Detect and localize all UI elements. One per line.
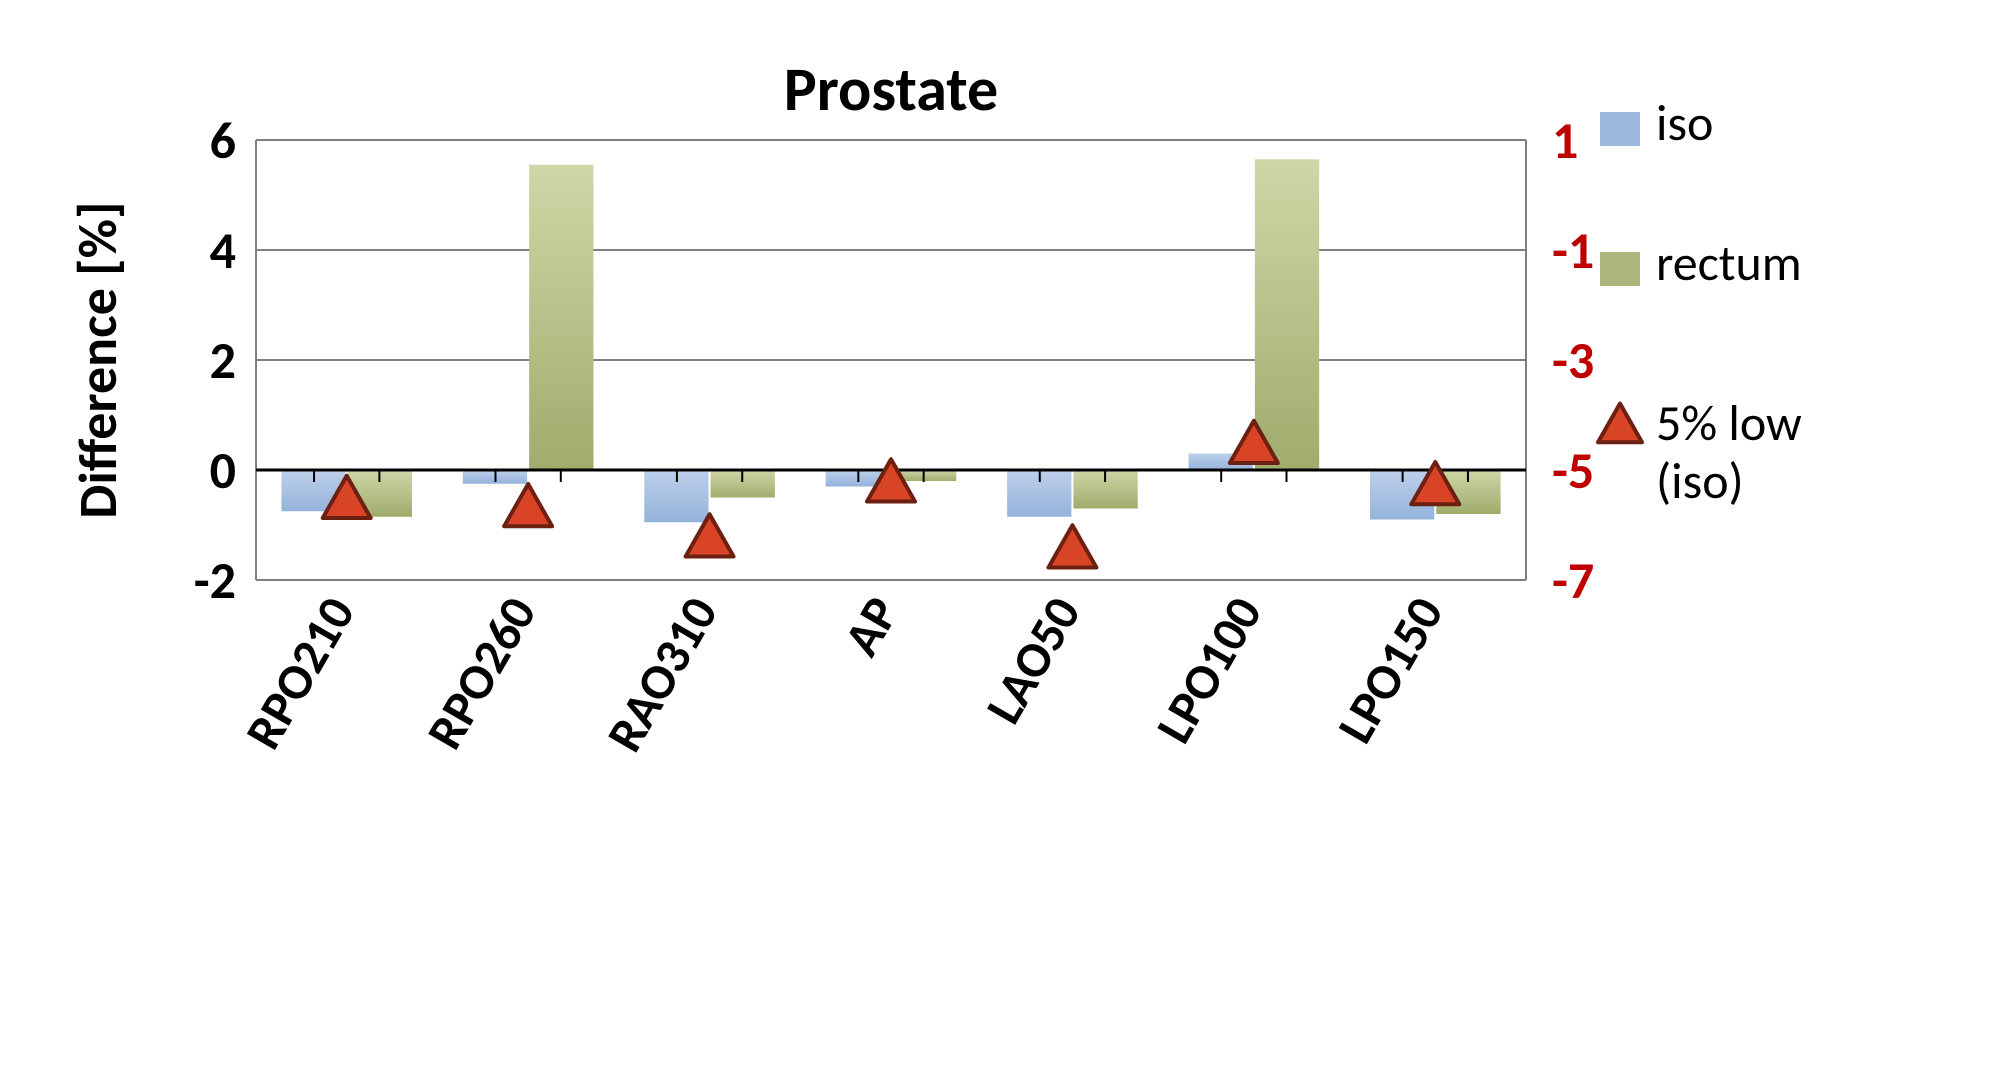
y-right-tick: -1 [1552, 218, 1594, 282]
y-axis-label: Difference [%] [65, 201, 131, 518]
legend-label-5pct-low-line2: (iso) [1656, 451, 1744, 512]
chart-title: Prostate [784, 51, 999, 127]
y-right-tick: -5 [1552, 438, 1594, 502]
x-category-label: RPO210 [233, 587, 368, 760]
legend-swatch-iso [1600, 112, 1640, 146]
y-left-tick: 4 [210, 218, 236, 282]
y-right-tick: -7 [1552, 548, 1594, 612]
x-category-label: AP [831, 587, 912, 667]
y-left-tick: -2 [194, 548, 236, 612]
y-right-tick: 1 [1552, 108, 1578, 172]
x-category-label: LAO50 [973, 587, 1093, 735]
x-category-label: LPO100 [1143, 587, 1275, 754]
y-left-tick: 0 [210, 438, 236, 502]
legend-label-rectum: rectum [1656, 233, 1802, 294]
y-right-tick: -3 [1552, 328, 1594, 392]
y-left-tick: 2 [210, 328, 236, 392]
legend-label-iso: iso [1656, 93, 1713, 154]
legend-swatch-5pct-low [1598, 404, 1642, 443]
x-category-label: RAO310 [594, 587, 731, 763]
x-category-label: RPO260 [414, 587, 549, 760]
chart-container: -2 0 2 4 6 -7 -5 -3 -1 1 RPO210 RPO260 RAO310 AP LAO50… [0, 0, 2000, 1089]
chart-svg: -2 0 2 4 6 -7 -5 -3 -1 1 RPO210 RPO260 RAO310 AP LAO50… [0, 0, 2000, 1089]
legend-label-5pct-low-line1: 5% low [1656, 393, 1802, 454]
y-left-tick: 6 [210, 108, 236, 172]
legend-swatch-rectum [1600, 252, 1640, 286]
x-category-label: LPO150 [1325, 587, 1457, 754]
